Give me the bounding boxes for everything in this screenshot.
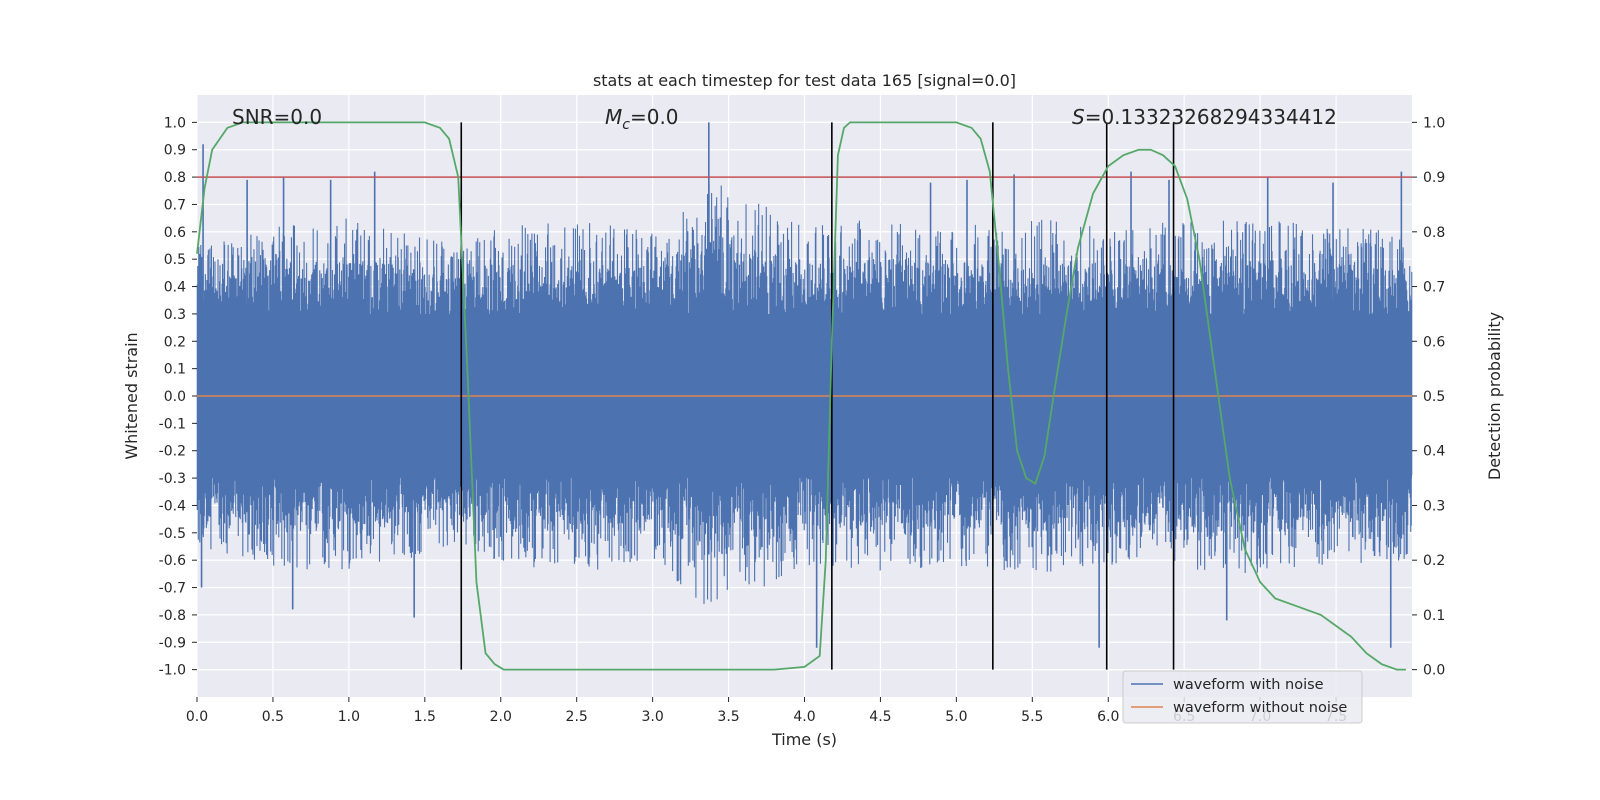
y-tick-label: 0.1 (164, 362, 186, 378)
y-tick-label: -0.6 (159, 553, 186, 569)
y-right-tick-label: 0.6 (1423, 334, 1445, 350)
y-right-tick-label: 1.0 (1423, 115, 1445, 131)
y-right-tick-label: 0.7 (1423, 280, 1445, 296)
x-tick-label: 0.0 (186, 709, 208, 725)
legend-label-clean: waveform without noise (1173, 700, 1347, 716)
y-tick-label: -0.5 (159, 526, 186, 542)
plot-contents (196, 121, 1413, 671)
y-tick-label: -0.8 (159, 608, 186, 624)
y-right-tick-label: 0.4 (1423, 444, 1445, 460)
annotation-mc-symbol: M (605, 105, 622, 129)
x-tick-label: 1.5 (414, 709, 436, 725)
legend: waveform with noise waveform without noi… (1122, 670, 1363, 724)
y-right-tick-label: 0.2 (1423, 553, 1445, 569)
y-tick-label: 1.0 (164, 115, 186, 131)
y-tick-label: -0.3 (159, 471, 186, 487)
x-axis-label: Time (s) (771, 730, 837, 749)
y-right-tick-label: 0.3 (1423, 498, 1445, 514)
y-right-axis-ticks: 1.0 0.9 0.8 0.7 0.6 0.5 0.4 0.3 0.2 0.1 0.0 (1412, 115, 1445, 679)
chart-title: stats at each timestep for test data 165… (593, 71, 1016, 90)
annotation-snr: SNR=0.0 (232, 105, 322, 129)
y-right-tick-label: 0.0 (1423, 663, 1445, 679)
y-tick-label: 0.4 (164, 280, 186, 296)
y-tick-label: 0.2 (164, 334, 186, 350)
x-tick-label: 2.0 (490, 709, 512, 725)
y-axis-ticks: 1.0 0.9 0.8 0.7 0.6 0.5 0.4 0.3 0.2 0.1 0.0 -0.1 -0.… (159, 115, 197, 679)
x-tick-label: 5.0 (945, 709, 967, 725)
y-right-tick-label: 0.8 (1423, 225, 1445, 241)
x-tick-label: 0.5 (262, 709, 284, 725)
annotation-s: S=0.13323268294334412 (1072, 105, 1337, 129)
y-right-axis-label: Detection probability (1485, 312, 1504, 480)
x-tick-label: 6.0 (1097, 709, 1119, 725)
y-tick-label: 0.3 (164, 307, 186, 323)
x-tick-label: 4.5 (869, 709, 891, 725)
y-right-tick-label: 0.5 (1423, 389, 1445, 405)
y-tick-label: 0.7 (164, 197, 186, 213)
y-tick-label: 0.9 (164, 143, 186, 159)
vertical-markers (460, 122, 1175, 670)
y-tick-label: -0.1 (159, 416, 186, 432)
x-tick-label: 4.0 (793, 709, 815, 725)
y-right-tick-label: 0.9 (1423, 170, 1445, 186)
y-tick-label: 0.5 (164, 252, 186, 268)
legend-label-noise: waveform with noise (1173, 677, 1324, 693)
y-axis-label: Whitened strain (122, 332, 141, 459)
y-tick-label: 0.0 (164, 389, 186, 405)
y-tick-label: -0.2 (159, 444, 186, 460)
x-tick-label: 5.5 (1021, 709, 1043, 725)
y-right-tick-label: 0.1 (1423, 608, 1445, 624)
annotation-mc-subscript: c (622, 117, 630, 133)
series-detection-probability (196, 121, 1406, 671)
legend-box (1122, 670, 1363, 724)
annotation-chirp-mass: Mc=0.0 (605, 105, 679, 133)
y-tick-label: -0.9 (159, 635, 186, 651)
x-tick-label: 2.5 (566, 709, 588, 725)
y-tick-label: -1.0 (159, 663, 186, 679)
y-tick-label: 0.8 (164, 170, 186, 186)
y-tick-label: -0.4 (159, 498, 186, 514)
x-tick-label: 1.0 (338, 709, 360, 725)
annotation-s-value: =0.13323268294334412 (1085, 105, 1337, 129)
x-tick-label: 3.5 (717, 709, 739, 725)
y-tick-label: -0.7 (159, 581, 186, 597)
annotation-mc-value: =0.0 (630, 105, 679, 129)
y-tick-label: 0.6 (164, 225, 186, 241)
x-tick-label: 3.0 (641, 709, 663, 725)
annotation-s-symbol: S (1072, 105, 1085, 129)
